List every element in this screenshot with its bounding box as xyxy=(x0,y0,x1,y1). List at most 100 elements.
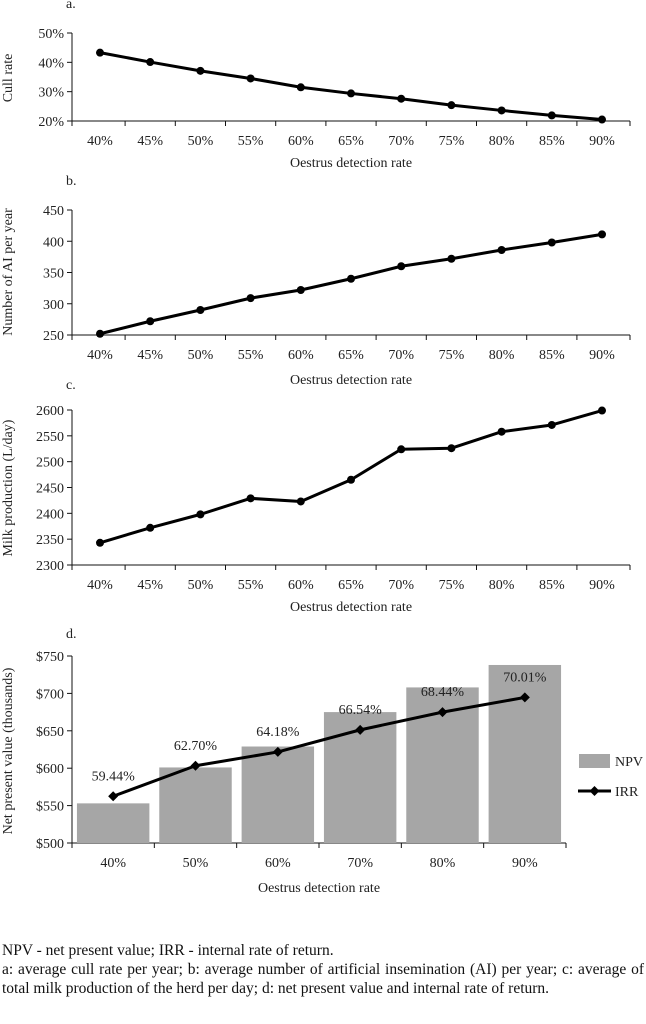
panel-b: b. Number of AI per year Oestrus detecti… xyxy=(1,174,631,388)
series-line xyxy=(99,51,603,122)
y-axis-label: Cull rate xyxy=(1,54,16,103)
x-tick-label: 90% xyxy=(589,134,615,149)
x-tick-label: 70% xyxy=(388,134,414,149)
irr-data-label: 59.44% xyxy=(92,769,136,784)
y-tick-label: 2600 xyxy=(36,404,64,419)
irr-marker xyxy=(190,760,201,771)
x-tick-label: 65% xyxy=(338,578,364,593)
x-tick-label: 60% xyxy=(288,578,314,593)
y-tick-label: 2300 xyxy=(36,559,64,574)
y-tick-label: 30% xyxy=(38,86,64,101)
irr-marker xyxy=(272,746,283,757)
x-axis-label: Oestrus detection rate xyxy=(258,881,380,896)
data-point xyxy=(146,523,155,532)
panel-label: c. xyxy=(66,378,76,393)
plot-area: $500 $550 $600 $650 $700 $750 40% 50% 60% 70% 80% 9… xyxy=(36,650,567,871)
y-tick-label: $600 xyxy=(36,762,64,777)
y-tick-label: 450 xyxy=(43,204,64,219)
y-axis-label: Milk production (L/day) xyxy=(1,419,16,556)
x-axis-label: Oestrus detection rate xyxy=(290,373,412,388)
y-tick-label: 400 xyxy=(43,235,64,250)
data-point xyxy=(397,94,406,103)
data-point xyxy=(547,420,556,429)
panel-label: d. xyxy=(66,627,77,642)
data-point xyxy=(296,497,305,506)
x-tick-label: 80% xyxy=(489,134,515,149)
x-tick-label: 55% xyxy=(238,348,264,363)
irr-line xyxy=(112,695,526,798)
data-point xyxy=(96,538,104,547)
x-tick-label: 50% xyxy=(188,348,214,363)
panel-c: c. Milk production (L/day) Oestrus detec… xyxy=(1,378,631,615)
x-tick-label: 50% xyxy=(188,578,214,593)
figure: a. Cull rate Oestrus detection rate 20% 3… xyxy=(1,0,643,896)
figure-caption: NPV - net present value; IRR - internal … xyxy=(2,941,644,998)
irr-marker xyxy=(108,791,119,802)
data-point xyxy=(598,406,606,415)
x-tick-label: 45% xyxy=(137,578,163,593)
x-tick-label: 50% xyxy=(183,856,209,871)
data-point xyxy=(347,274,355,283)
legend-entry-irr: IRR xyxy=(615,785,639,800)
x-tick-label: 40% xyxy=(100,856,126,871)
x-tick-label: 65% xyxy=(338,348,364,363)
y-tick-label: 2400 xyxy=(36,507,64,522)
x-tick-label: 75% xyxy=(439,578,465,593)
x-tick-label: 45% xyxy=(137,134,163,149)
x-tick-label: 60% xyxy=(288,348,314,363)
x-tick-label: 70% xyxy=(388,348,414,363)
x-tick-label: 85% xyxy=(539,134,565,149)
x-tick-label: 60% xyxy=(288,134,314,149)
plot-area: 250 300 350 400 450 40% 45% 50% 55% 60% 65% 70% 75% 8… xyxy=(43,204,631,363)
data-point xyxy=(497,246,506,254)
data-point xyxy=(196,66,205,75)
y-tick-label: $650 xyxy=(36,725,64,740)
x-tick-label: 70% xyxy=(388,578,414,593)
npv-bar xyxy=(488,664,562,843)
data-point xyxy=(447,101,456,110)
data-point xyxy=(347,475,355,484)
x-tick-label: 90% xyxy=(589,348,615,363)
irr-data-label: 70.01% xyxy=(503,670,547,685)
panel-d: d. Net present value (thousands) Oestrus… xyxy=(1,627,643,896)
irr-data-label: 66.54% xyxy=(339,703,383,718)
npv-bar xyxy=(241,746,315,843)
legend-entry-npv: NPV xyxy=(615,755,643,770)
y-tick-label: 350 xyxy=(43,267,64,282)
data-point xyxy=(397,262,406,271)
data-point xyxy=(146,317,155,326)
data-point xyxy=(96,48,104,57)
data-point xyxy=(497,106,506,115)
data-point xyxy=(397,445,406,454)
data-point xyxy=(296,286,305,294)
x-tick-label: 80% xyxy=(489,348,515,363)
x-tick-label: 85% xyxy=(539,578,565,593)
abbreviations-note: NPV - net present value; IRR - internal … xyxy=(2,942,334,959)
y-tick-label: $700 xyxy=(36,687,64,702)
x-tick-label: 65% xyxy=(338,134,364,149)
y-tick-label: 2450 xyxy=(36,482,64,497)
irr-data-label: 62.70% xyxy=(174,739,218,754)
x-tick-label: 40% xyxy=(87,578,113,593)
data-point xyxy=(447,444,456,453)
x-tick-label: 55% xyxy=(238,578,264,593)
data-point xyxy=(196,510,205,519)
irr-data-label: 68.44% xyxy=(421,685,465,700)
x-tick-label: 85% xyxy=(539,348,565,363)
legend: NPV IRR xyxy=(578,754,643,800)
x-tick-label: 75% xyxy=(439,134,465,149)
data-point xyxy=(246,294,255,303)
legend-marker-irr xyxy=(589,786,600,796)
x-tick-label: 50% xyxy=(188,134,214,149)
x-tick-label: 55% xyxy=(238,134,264,149)
x-tick-label: 75% xyxy=(439,348,465,363)
x-tick-label: 70% xyxy=(347,856,373,871)
data-point xyxy=(598,115,606,124)
data-point xyxy=(246,74,255,83)
data-point xyxy=(547,111,556,120)
npv-bar xyxy=(76,803,150,843)
irr-data-label: 64.18% xyxy=(256,725,300,740)
panel-description: a: average cull rate per year; b: averag… xyxy=(2,961,644,997)
data-point xyxy=(296,83,305,92)
y-tick-label: 250 xyxy=(43,329,64,344)
